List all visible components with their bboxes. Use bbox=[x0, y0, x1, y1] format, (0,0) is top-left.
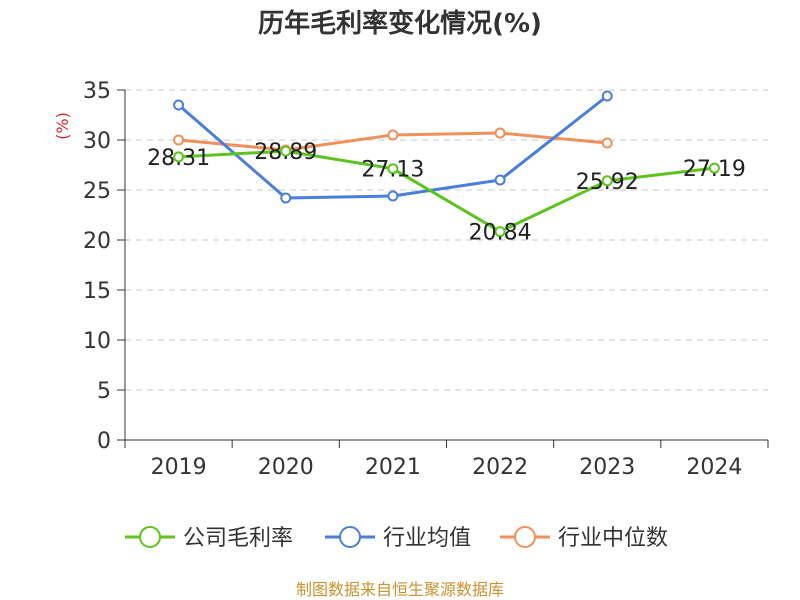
gridlines bbox=[125, 89, 768, 391]
legend-item-1: 公司毛利率 bbox=[125, 526, 293, 551]
chart-title: 历年毛利率变化情况(%) bbox=[258, 8, 542, 39]
legend-item-3: 行业中位数 bbox=[500, 526, 668, 551]
data-point bbox=[494, 127, 506, 139]
x-tick-label: 2022 bbox=[472, 455, 528, 480]
data-point bbox=[387, 190, 399, 202]
y-tick-label: 0 bbox=[97, 429, 111, 454]
data-label: 28.31 bbox=[147, 146, 210, 171]
x-tick-label: 2021 bbox=[365, 455, 421, 480]
x-tick-label: 2023 bbox=[579, 455, 635, 480]
legend-item-2: 行业均值 bbox=[325, 526, 471, 551]
y-tick-label: 5 bbox=[97, 379, 111, 404]
series-line bbox=[178, 149, 715, 234]
data-label: 20.84 bbox=[469, 221, 532, 246]
data-point bbox=[708, 162, 720, 174]
legend-label: 行业中位数 bbox=[558, 526, 668, 551]
legend-label: 行业均值 bbox=[383, 526, 471, 551]
y-tick-label: 35 bbox=[83, 79, 111, 104]
y-tick-label: 20 bbox=[83, 229, 111, 254]
data-point bbox=[494, 174, 506, 186]
data-point bbox=[280, 145, 292, 157]
series-layer bbox=[173, 90, 720, 238]
data-label: 28.89 bbox=[254, 140, 317, 165]
data-point bbox=[173, 151, 185, 163]
axes: 0 5 10 15 20 25 30 35 2019 2020 2021 2022 2023 2024 bbox=[83, 79, 769, 480]
x-tick-label: 2024 bbox=[686, 455, 742, 480]
data-point bbox=[387, 163, 399, 175]
data-point bbox=[173, 134, 185, 146]
data-point bbox=[173, 99, 185, 111]
source-note: 制图数据来自恒生聚源数据库 bbox=[296, 580, 504, 599]
data-point bbox=[494, 226, 506, 238]
data-label: 25.92 bbox=[576, 170, 639, 195]
series-2 bbox=[173, 90, 613, 204]
data-point bbox=[280, 192, 292, 204]
legend: 公司毛利率 行业均值 行业中位数 bbox=[125, 526, 668, 551]
data-label: 27.13 bbox=[361, 158, 424, 183]
x-tick-label: 2019 bbox=[151, 455, 207, 480]
y-tick-label: 15 bbox=[83, 279, 111, 304]
data-labels: 28.31 28.89 27.13 20.84 25.92 27.19 bbox=[147, 140, 746, 246]
data-point bbox=[387, 129, 399, 141]
series-3 bbox=[173, 127, 613, 156]
data-point bbox=[601, 175, 613, 187]
legend-swatch-marker bbox=[139, 526, 161, 548]
y-axis-label: (%) bbox=[53, 112, 72, 140]
x-tick-label: 2020 bbox=[258, 455, 314, 480]
data-label: 27.19 bbox=[683, 157, 746, 182]
legend-swatch-marker bbox=[339, 526, 361, 548]
y-tick-label: 10 bbox=[83, 329, 111, 354]
legend-label: 公司毛利率 bbox=[183, 526, 293, 551]
legend-swatch-marker bbox=[514, 526, 536, 548]
y-tick-label: 25 bbox=[83, 179, 111, 204]
data-point bbox=[601, 137, 613, 149]
y-tick-label: 30 bbox=[83, 129, 111, 154]
series-1 bbox=[173, 145, 720, 238]
data-point bbox=[601, 90, 613, 102]
